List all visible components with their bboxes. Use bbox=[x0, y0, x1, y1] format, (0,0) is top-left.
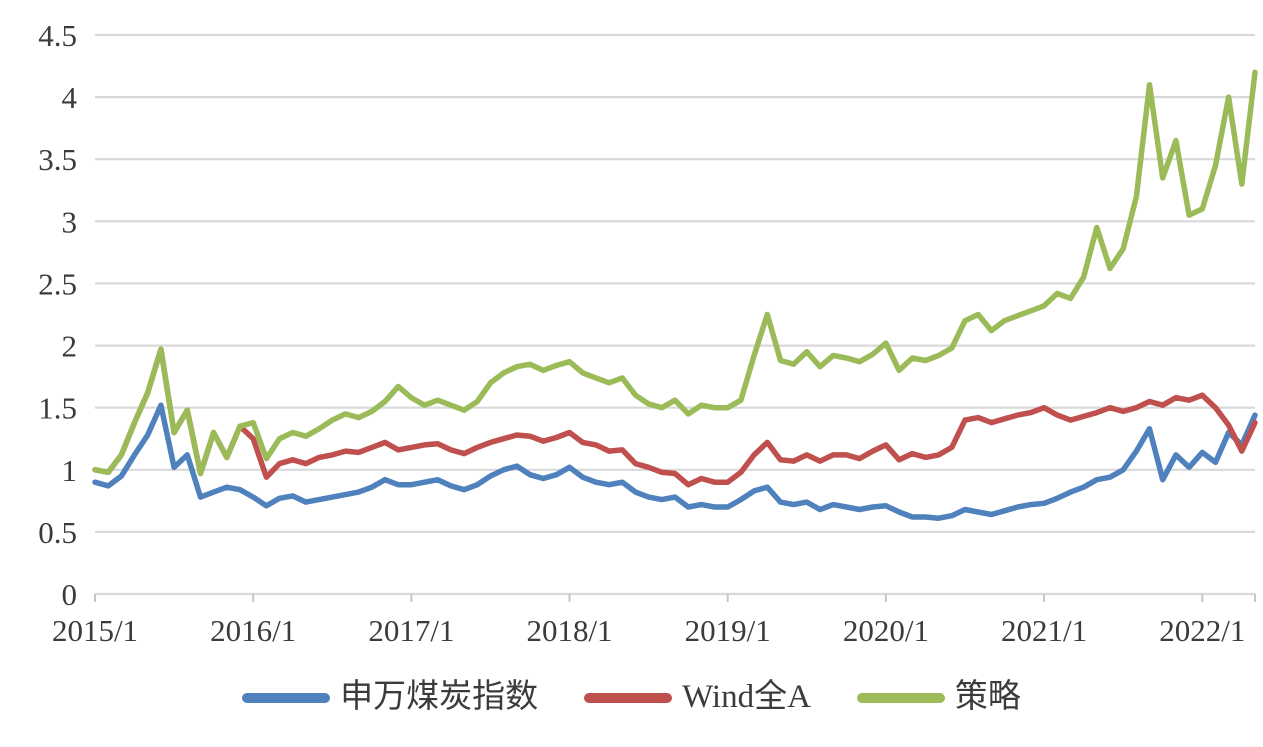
legend-swatch-coal-index-icon bbox=[242, 692, 331, 703]
x-tick-label: 2018/1 bbox=[526, 613, 612, 648]
x-axis-ticks bbox=[94, 594, 1256, 602]
legend: 申万煤炭指数 Wind全A 策略 bbox=[0, 681, 1263, 714]
series-lines bbox=[92, 69, 1258, 521]
legend-swatch-strategy-icon bbox=[856, 692, 945, 703]
series-line-2 bbox=[92, 69, 1258, 477]
y-tick-label: 4 bbox=[62, 80, 78, 115]
y-axis-labels: 0 0.5 1 1.5 2 2.5 3 3.5 4 4.5 bbox=[38, 18, 77, 612]
x-tick-label: 2015/1 bbox=[52, 613, 138, 648]
y-tick-label: 1 bbox=[62, 453, 78, 488]
y-tick-label: 3.5 bbox=[38, 142, 77, 177]
legend-item-coal-index: 申万煤炭指数 bbox=[242, 681, 538, 714]
gridlines bbox=[95, 33, 1255, 596]
y-tick-label: 2.5 bbox=[38, 266, 77, 301]
legend-swatch-wind-all-a-icon bbox=[584, 692, 673, 703]
y-tick-label: 0.5 bbox=[38, 515, 77, 550]
x-tick-label: 2017/1 bbox=[368, 613, 454, 648]
y-tick-label: 0 bbox=[62, 577, 78, 612]
x-tick-label: 2020/1 bbox=[843, 613, 929, 648]
plot-area: 00.511.522.533.544.5 2015/1 2016/1 2017/1 2… bbox=[38, 18, 1258, 648]
x-tick-label: 2022/1 bbox=[1159, 613, 1245, 648]
legend-label-wind-all-a: Wind全A bbox=[682, 679, 811, 715]
series-line-0 bbox=[92, 402, 1258, 521]
y-tick-label: 3 bbox=[62, 204, 78, 239]
legend-item-wind-all-a: Wind全A bbox=[584, 681, 811, 714]
y-tick-label: 1.5 bbox=[38, 391, 77, 426]
y-tick-label: 2 bbox=[62, 329, 78, 364]
series-line-1 bbox=[92, 346, 1258, 488]
x-axis-labels: 2015/1 2016/1 2017/1 2018/1 2019/1 2020/1 2021… bbox=[52, 613, 1245, 648]
x-tick-label: 2019/1 bbox=[685, 613, 771, 648]
x-tick-label: 2016/1 bbox=[210, 613, 296, 648]
x-tick-label: 2021/1 bbox=[1001, 613, 1087, 648]
legend-label-strategy: 策略 bbox=[954, 679, 1021, 715]
legend-label-coal-index: 申万煤炭指数 bbox=[340, 679, 539, 715]
legend-item-strategy: 策略 bbox=[856, 679, 1021, 715]
y-tick-label: 4.5 bbox=[38, 18, 77, 53]
